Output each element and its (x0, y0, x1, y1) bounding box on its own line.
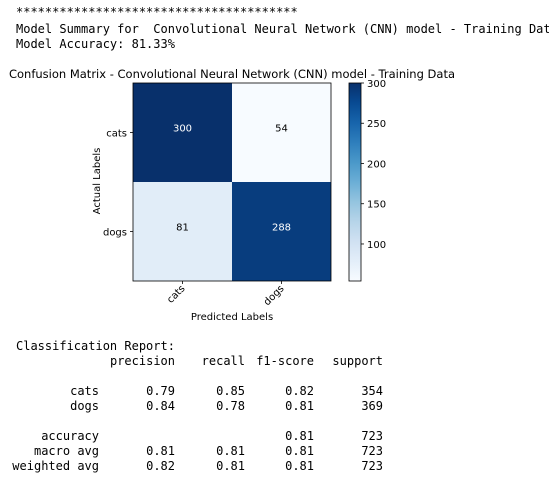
heatmap-cell-labels: 300 54 81 288 (173, 124, 291, 234)
confusion-matrix-chart: Confusion Matrix - Convolutional Neural … (9, 67, 455, 323)
model-summary-line: Model Summary for Convolutional Neural N… (16, 22, 549, 36)
cell-value-cats-dogs: 54 (275, 124, 288, 135)
report-cell-weighted-avg-f1-score: 0.81 (285, 459, 314, 473)
colorbar-tick-label-300: 300 (367, 79, 386, 90)
report-row-label-macro-avg: macro avg (33, 444, 99, 458)
plot-frame (132, 82, 332, 282)
report-cell-accuracy-f1-score: 0.81 (285, 429, 314, 443)
colorbar-tick-label-200: 200 (367, 159, 386, 170)
colorbar-tick-label-150: 150 (367, 200, 386, 211)
separator-stars: *************************************** (16, 5, 298, 19)
report-cell-weighted-avg-recall: 0.81 (216, 459, 245, 473)
report-cell-macro-avg-recall: 0.81 (216, 444, 245, 458)
report-cell-dogs-precision: 0.84 (146, 399, 175, 413)
cell-cats-dogs (232, 83, 331, 182)
x-axis-label: Predicted Labels (191, 312, 273, 323)
colorbar: 100 150 200 250 300 (348, 79, 386, 282)
colorbar-tick-label-100: 100 (367, 240, 386, 251)
report-cell-weighted-avg-support: 723 (361, 459, 383, 473)
report-row-label-weighted-avg: weighted avg (12, 459, 99, 473)
report-cell-macro-avg-support: 723 (361, 444, 383, 458)
report-cell-cats-precision: 0.79 (146, 384, 175, 398)
report-cell-cats-support: 354 (361, 384, 383, 398)
cell-value-cats-cats: 300 (173, 124, 192, 135)
report-row-label-dogs: dogs (70, 399, 99, 413)
report-row-label-accuracy: accuracy (41, 429, 99, 443)
report-header-support: support (332, 354, 383, 368)
cell-value-dogs-dogs: 288 (272, 223, 291, 234)
cell-dogs-cats (133, 182, 232, 281)
x-tick-label-cats: cats (165, 283, 187, 305)
y-tick-label-dogs: dogs (103, 228, 127, 239)
report-row-label-cats: cats (70, 384, 99, 398)
heatmap-cells (133, 83, 331, 281)
report-cell-accuracy-support: 723 (361, 429, 383, 443)
report-header-precision: precision (109, 354, 175, 368)
y-axis-label: Actual Labels (92, 148, 103, 215)
report-cell-dogs-support: 369 (361, 399, 383, 413)
report-cell-macro-avg-precision: 0.81 (146, 444, 175, 458)
report-cell-cats-recall: 0.85 (216, 384, 245, 398)
y-tick-label-cats: cats (106, 129, 127, 140)
x-tick-label-dogs: dogs (262, 283, 287, 308)
cell-cats-cats (133, 83, 232, 182)
report-cell-macro-avg-f1-score: 0.81 (285, 444, 314, 458)
chart-title: Confusion Matrix - Convolutional Neural … (9, 67, 455, 81)
report-cell-weighted-avg-precision: 0.82 (146, 459, 175, 473)
colorbar-tick-label-250: 250 (367, 119, 386, 130)
cell-dogs-dogs (232, 182, 331, 281)
cell-value-dogs-cats: 81 (176, 223, 189, 234)
report-header-f1-score: f1-score (256, 354, 314, 368)
report-cell-cats-f1-score: 0.82 (285, 384, 314, 398)
colorbar-gradient (348, 82, 362, 282)
report-header-recall: recall (201, 354, 245, 368)
classification-report-title: Classification Report: (16, 339, 175, 353)
report-cell-dogs-recall: 0.78 (216, 399, 245, 413)
report-cell-dogs-f1-score: 0.81 (285, 399, 314, 413)
model-accuracy-line: Model Accuracy: 81.33% (16, 37, 175, 51)
